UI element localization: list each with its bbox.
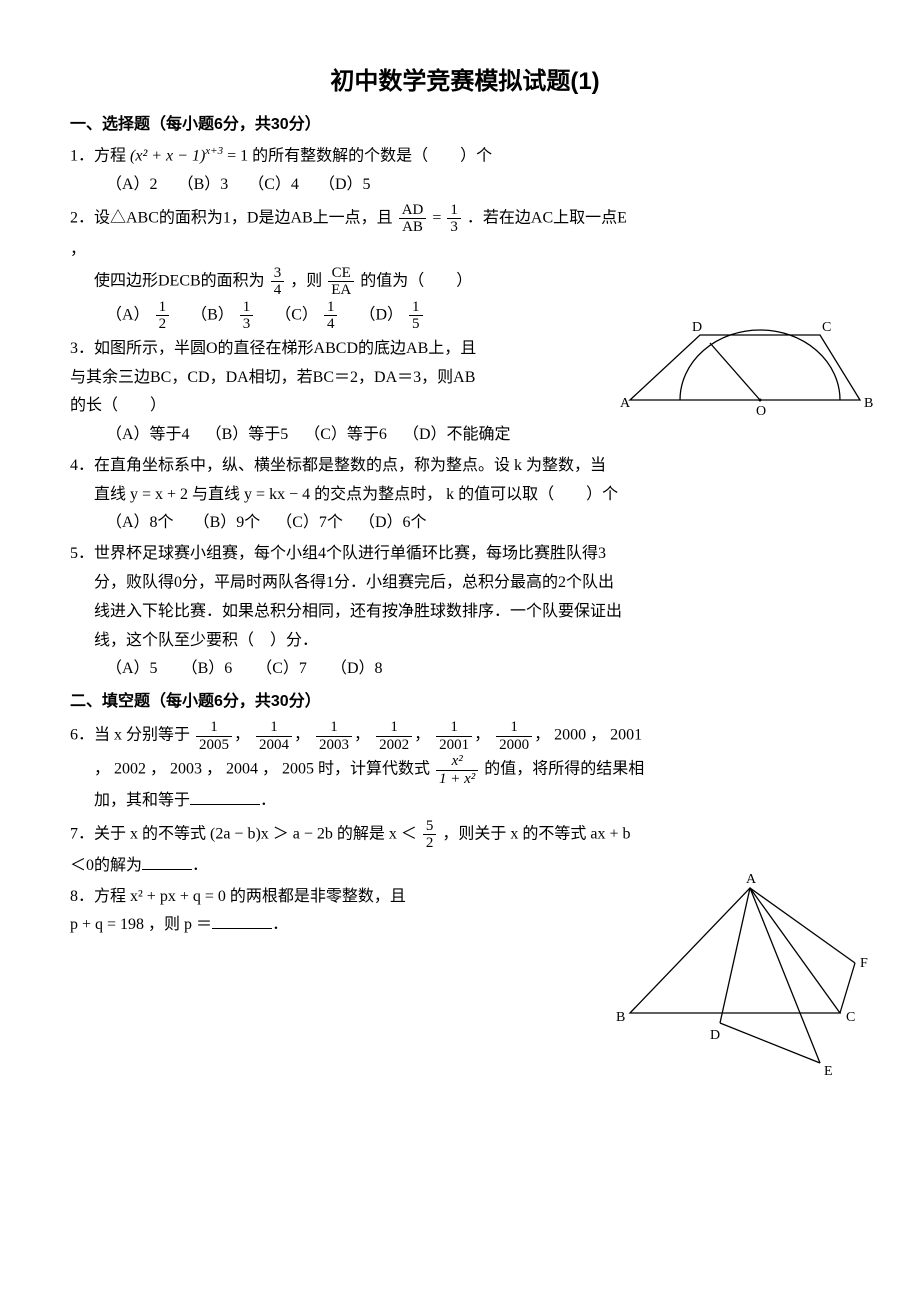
q5-opt-a: （A）5	[106, 660, 158, 677]
q2-line2c: 的值为（ ）	[360, 272, 472, 289]
q7-blank	[142, 853, 192, 870]
exam-title: 初中数学竞赛模拟试题(1)	[70, 60, 860, 103]
svg-text:O: O	[756, 404, 766, 419]
q2-opt-c: （C）	[275, 306, 318, 323]
q2-opt-d: （D）	[359, 306, 403, 323]
svg-text:F: F	[860, 956, 868, 971]
q4-line2: 直线 y = x + 2 与直线 y = kx − 4 的交点为整点时， k 的…	[70, 481, 860, 510]
svg-text:B: B	[616, 1010, 625, 1025]
question-7: 7．关于 x 的不等式 (2a − b)x ＞ a − 2b 的解是 x ＜ 5…	[70, 818, 860, 881]
q1-opt-a: （A）2	[106, 176, 158, 193]
q4-opt-b: （B）9个	[194, 514, 261, 531]
q6-line2b: 的值，将所得的结果相	[484, 761, 644, 778]
svg-text:D: D	[710, 1028, 720, 1043]
q5-line2: 分，败队得0分，平局时两队各得1分．小组赛完后，总积分最高的2个队出	[70, 569, 860, 598]
q4-opt-c: （C）7个	[276, 514, 343, 531]
q3-figure: A B C D O	[620, 315, 870, 425]
section-1-header: 一、选择题（每小题6分，共30分）	[70, 111, 860, 140]
question-8: A B C D E F 8．方程 x² + px + q = 0 的两根都是非零…	[70, 883, 860, 941]
question-4: 4．在直角坐标系中，纵、横坐标都是整数的点，称为整点。设 k 为整数，当 直线 …	[70, 452, 860, 538]
q1-prefix: 1．方程	[70, 147, 126, 164]
svg-text:C: C	[846, 1010, 855, 1025]
q6-blank	[190, 788, 260, 805]
q4-line1: 4．在直角坐标系中，纵、横坐标都是整数的点，称为整点。设 k 为整数，当	[70, 452, 860, 481]
q2-comma: ，	[70, 236, 860, 265]
q2-line1b: ．若在边AC上取一点E	[467, 210, 627, 227]
q5-line4: 线，这个队至少要积（ ）分．	[70, 627, 860, 656]
q1-suffix: 的所有整数解的个数是（ ）个	[252, 147, 492, 164]
question-2: 2．设△ABC的面积为1，D是边AB上一点，且 ADAB = 13 ．若在边AC…	[70, 202, 860, 333]
q6-line3: 加，其和等于	[94, 792, 190, 809]
q1-exp: x+3	[205, 145, 223, 157]
svg-text:D: D	[692, 320, 702, 335]
q2-eq1: =	[432, 210, 445, 227]
q2-opt-b: （B）	[191, 306, 234, 323]
q7-line1a: 7．关于 x 的不等式 (2a − b)x ＞ a − 2b 的解是 x ＜	[70, 826, 417, 843]
q2-frac3: 34	[271, 265, 285, 299]
q2-frac2: 13	[447, 202, 461, 236]
q5-opt-b: （B）6	[182, 660, 233, 677]
q4-opt-a: （A）8个	[106, 514, 174, 531]
q6-prefix: 6．当 x 分别等于	[70, 727, 190, 744]
question-3: A B C D O 3．如图所示，半圆O的直径在梯形ABCD的底边AB上，且 与…	[70, 335, 860, 450]
q2-line1a: 2．设△ABC的面积为1，D是边AB上一点，且	[70, 210, 393, 227]
section-2-header: 二、填空题（每小题6分，共30分）	[70, 688, 860, 717]
q2-frac4: CEEA	[328, 265, 354, 299]
q1-eq: = 1	[223, 147, 248, 164]
q2-line2a: 使四边形DECB的面积为	[94, 272, 265, 289]
svg-text:A: A	[746, 872, 757, 887]
q2-frac1: ADAB	[399, 202, 427, 236]
question-5: 5．世界杯足球赛小组赛，每个小组4个队进行单循环比赛，每场比赛胜队得3 分，败队…	[70, 540, 860, 684]
q8-line2a: p + q = 198 ，则 p ＝	[70, 916, 212, 933]
q2-line2b: ，则	[290, 272, 322, 289]
svg-text:E: E	[824, 1064, 833, 1079]
q7-line2: ＜0的解为	[70, 857, 142, 874]
q4-opt-d: （D）6个	[359, 514, 427, 531]
svg-text:A: A	[620, 396, 631, 411]
q5-line3: 线进入下轮比赛．如果总积分相同，还有按净胜球数排序．一个队要保证出	[70, 598, 860, 627]
q8-blank	[212, 912, 272, 929]
svg-text:C: C	[822, 320, 831, 335]
q5-opt-c: （C）7	[256, 660, 307, 677]
q5-line1: 5．世界杯足球赛小组赛，每个小组4个队进行单循环比赛，每场比赛胜队得3	[70, 540, 860, 569]
q2-opt-a: （A）	[106, 306, 150, 323]
q3-opt-d: （D）不能确定	[403, 426, 511, 443]
q1-opt-b: （B）3	[178, 176, 229, 193]
q7-line1b: ，则关于 x 的不等式 ax + b	[442, 826, 630, 843]
q3-opt-b: （B）等于5	[206, 426, 289, 443]
svg-text:B: B	[864, 396, 873, 411]
question-6: 6．当 x 分别等于 12005， 12004， 12003， 12002， 1…	[70, 719, 860, 816]
q6-expr-frac: x²1 + x²	[436, 753, 478, 787]
q7-frac: 52	[423, 818, 437, 852]
q1-opt-d: （D）5	[319, 176, 371, 193]
q1-expr: (x² + x − 1)	[130, 147, 205, 164]
q6-line2a: ， 2002 ， 2003 ， 2004 ， 2005 时，计算代数式	[94, 761, 430, 778]
q1-opt-c: （C）4	[248, 176, 299, 193]
q3-opt-a: （A）等于4	[106, 426, 190, 443]
question-1: 1．方程 (x² + x − 1)x+3 = 1 的所有整数解的个数是（ ）个 …	[70, 142, 860, 200]
q8-figure: A B C D E F	[610, 873, 870, 1073]
q3-opt-c: （C）等于6	[304, 426, 387, 443]
q5-opt-d: （D）8	[331, 660, 383, 677]
